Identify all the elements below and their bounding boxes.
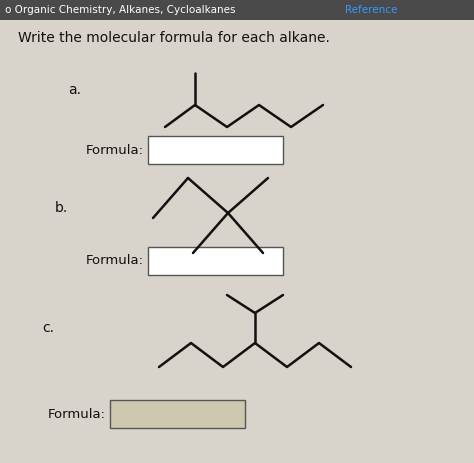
Text: Formula:: Formula: [48, 407, 106, 420]
Text: a.: a. [68, 83, 81, 97]
Text: b.: b. [55, 201, 68, 215]
Text: Write the molecular formula for each alkane.: Write the molecular formula for each alk… [18, 31, 330, 45]
Text: o Organic Chemistry, Alkanes, Cycloalkanes: o Organic Chemistry, Alkanes, Cycloalkan… [5, 5, 236, 15]
Text: Formula:: Formula: [86, 255, 144, 268]
Bar [110, 400, 245, 428]
Bar [148, 247, 283, 275]
Text: Formula:: Formula: [86, 144, 144, 156]
Bar [148, 136, 283, 164]
Text: Reference: Reference [345, 5, 397, 15]
Text: c.: c. [42, 321, 54, 335]
Bar [0, 0, 474, 20]
